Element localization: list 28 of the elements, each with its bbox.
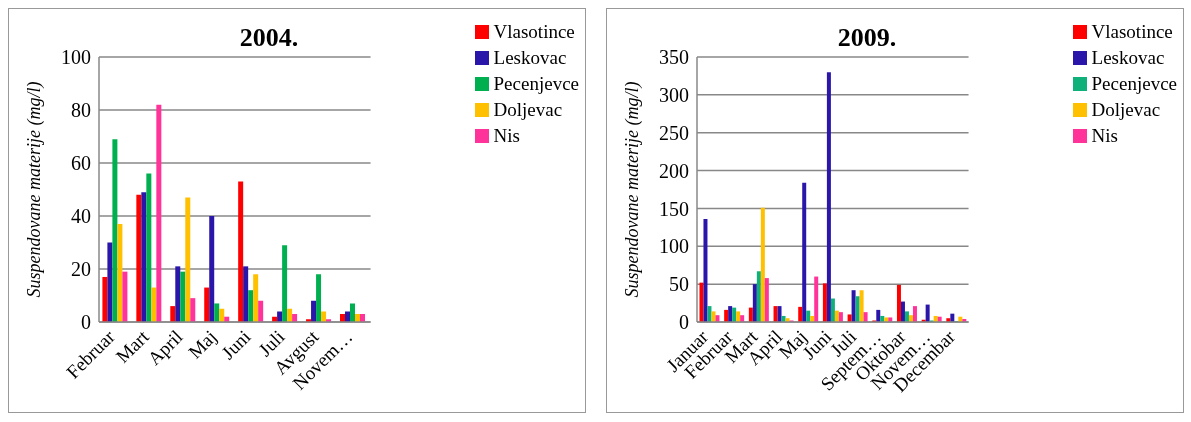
y-axis-title: Suspendovane materije (mg/l)	[622, 81, 644, 298]
y-tick-label: 0	[679, 311, 689, 334]
legend-label: Nis	[493, 124, 520, 148]
legend-label: Pecenjevce	[1091, 72, 1177, 96]
legend-label: Vlasotince	[493, 20, 575, 44]
chart-title: 2009.	[836, 23, 898, 53]
y-tick-label: 20	[71, 258, 91, 281]
y-tick-label: 50	[669, 273, 689, 296]
legend-label: Leskovac	[1091, 46, 1165, 70]
legend-label: Vlasotince	[1091, 20, 1173, 44]
legend-label: Nis	[1091, 124, 1118, 148]
y-tick-label: 300	[659, 83, 689, 106]
y-tick-label: 40	[71, 205, 91, 228]
y-tick-label: 150	[659, 197, 689, 220]
y-axis-title: Suspendovane materije (mg/l)	[24, 81, 46, 298]
y-tick-label: 200	[659, 159, 689, 182]
chart-title: 2004.	[238, 23, 300, 53]
y-tick-label: 60	[71, 152, 91, 175]
y-tick-label: 80	[71, 99, 91, 122]
y-tick-label: 250	[659, 121, 689, 144]
y-tick-label: 0	[81, 311, 91, 334]
y-tick-label: 350	[659, 46, 689, 69]
legend-label: Doljevac	[1091, 98, 1161, 122]
legend-label: Pecenjevce	[493, 72, 579, 96]
y-tick-label: 100	[61, 46, 91, 69]
legend-label: Leskovac	[493, 46, 567, 70]
y-tick-label: 100	[659, 235, 689, 258]
legend-label: Doljevac	[493, 98, 563, 122]
